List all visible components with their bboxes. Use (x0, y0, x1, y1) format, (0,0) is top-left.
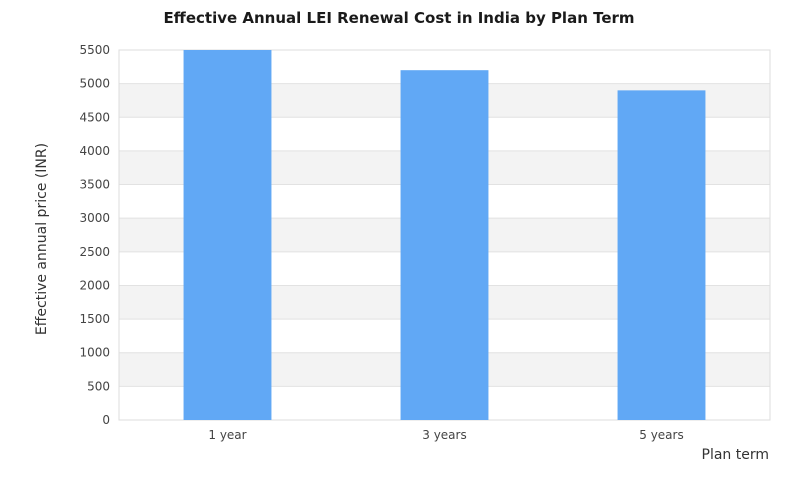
bars (183, 50, 706, 420)
y-tick-label: 2000 (79, 278, 110, 292)
y-tick-label: 3000 (79, 211, 110, 225)
chart-title: Effective Annual LEI Renewal Cost in Ind… (163, 9, 634, 27)
bar-5-years[interactable] (617, 90, 706, 420)
y-tick-label: 5500 (79, 43, 110, 57)
y-tick-label: 500 (87, 379, 110, 393)
bar-3-years[interactable] (400, 70, 489, 420)
y-axis-label: Effective annual price (INR) (34, 143, 50, 335)
x-tick-label: 3 years (422, 428, 466, 442)
x-axis-ticks: 1 year 3 years 5 years (208, 428, 683, 442)
bar-1-year[interactable] (183, 50, 272, 420)
y-axis-ticks: 0 500 1000 1500 2000 2500 3000 3500 4000 4500 5000… (79, 43, 110, 427)
y-tick-label: 4500 (79, 110, 110, 124)
x-axis-label: Plan term (702, 447, 769, 463)
y-tick-label: 3500 (79, 178, 110, 192)
y-tick-label: 1500 (79, 312, 110, 326)
y-tick-label: 2500 (79, 245, 110, 259)
y-tick-label: 5000 (79, 77, 110, 91)
x-tick-label: 5 years (639, 428, 683, 442)
y-tick-label: 4000 (79, 144, 110, 158)
y-tick-label: 0 (102, 413, 110, 427)
x-tick-label: 1 year (208, 428, 246, 442)
y-tick-label: 1000 (79, 346, 110, 360)
